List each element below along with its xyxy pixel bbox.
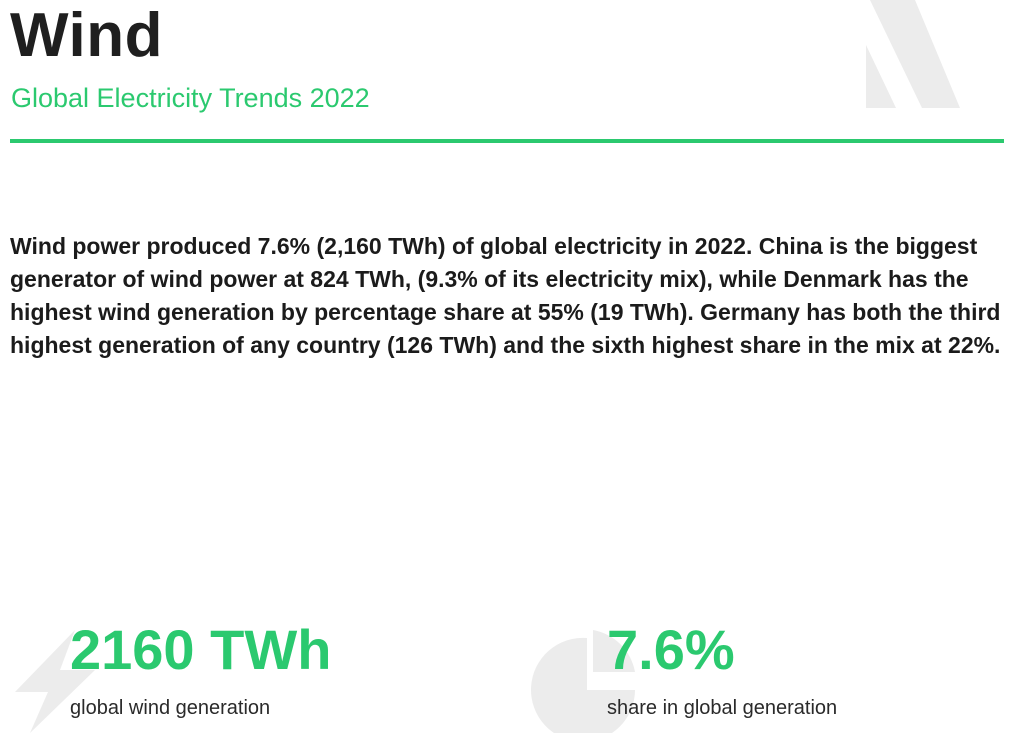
page-subtitle: Global Electricity Trends 2022 <box>11 83 370 113</box>
pie-chart-icon <box>531 630 635 733</box>
stat-value-share: 7.6% <box>607 618 735 681</box>
stat-value-generation: 2160 TWh <box>70 618 332 681</box>
stat-label-generation: global wind generation <box>70 697 271 719</box>
lightning-bolt-icon <box>15 630 95 733</box>
page-title: Wind <box>10 1 163 70</box>
stat-label-share: share in global generation <box>607 697 838 719</box>
brand-logo-icon <box>866 0 960 108</box>
summary-paragraph: Wind power produced 7.6% (2,160 TWh) of … <box>10 233 1001 358</box>
header-divider <box>10 139 1004 143</box>
